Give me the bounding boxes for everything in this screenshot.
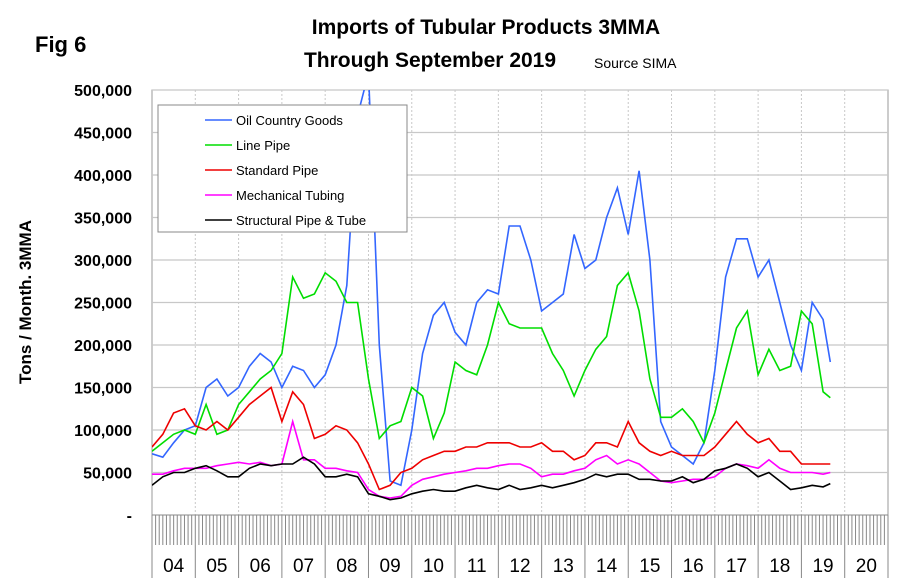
legend-label: Mechanical Tubing <box>236 188 344 203</box>
legend-label: Standard Pipe <box>236 163 318 178</box>
x-tick-label: 14 <box>596 556 618 577</box>
y-tick-label: 100,000 <box>74 423 132 440</box>
x-tick-label: 12 <box>509 556 530 577</box>
x-tick-label: 18 <box>769 556 790 577</box>
x-tick-label: 10 <box>423 556 444 577</box>
y-tick-label: 450,000 <box>74 126 132 143</box>
x-tick-label: 07 <box>293 556 314 577</box>
x-tick-label: 09 <box>380 556 401 577</box>
series-line-oil-country-goods <box>152 90 832 487</box>
x-tick-label: 19 <box>812 556 833 577</box>
x-tick-label: 08 <box>336 556 357 577</box>
chart-subtitle: Through September 2019 <box>304 49 556 72</box>
x-tick-label: 05 <box>206 556 227 577</box>
series-line-standard-pipe <box>152 386 831 491</box>
chart-source: Source SIMA <box>594 55 677 71</box>
y-tick-label: 500,000 <box>74 83 132 100</box>
legend-label: Line Pipe <box>236 138 290 153</box>
x-tick-label: 11 <box>467 556 487 577</box>
series-line-line-pipe <box>152 271 831 452</box>
chart-title: Imports of Tubular Products 3MMA <box>312 16 660 39</box>
x-tick-label: 17 <box>726 556 747 577</box>
legend: Oil Country Goods Line Pipe Standard Pipe M… <box>157 104 408 233</box>
y-axis-label: Tons / Month. 3MMA <box>16 220 35 384</box>
legend-label: Structural Pipe & Tube <box>236 213 366 228</box>
y-tick-label: 300,000 <box>74 253 132 270</box>
y-tick-label: 400,000 <box>74 168 132 185</box>
x-tick-label: 13 <box>553 556 574 577</box>
x-tick-label: 06 <box>250 556 271 577</box>
series-line-structural-pipe-tube <box>152 456 831 501</box>
x-tick-label: 15 <box>639 556 660 577</box>
y-tick-label: 350,000 <box>74 211 132 228</box>
x-tick-label: 16 <box>683 556 704 577</box>
y-tick-label: 200,000 <box>74 338 132 355</box>
y-tick-label: 250,000 <box>74 296 132 313</box>
y-tick-label: 150,000 <box>74 381 132 398</box>
y-tick-label: - <box>127 508 132 525</box>
x-tick-label: 04 <box>163 556 185 577</box>
y-tick-label: 50,000 <box>83 466 132 483</box>
x-tick-label: 20 <box>856 556 877 577</box>
legend-box <box>157 104 408 233</box>
series-line-mechanical-tubing <box>152 418 831 499</box>
legend-label: Oil Country Goods <box>236 113 343 128</box>
fig-label: Fig 6 <box>35 32 86 57</box>
